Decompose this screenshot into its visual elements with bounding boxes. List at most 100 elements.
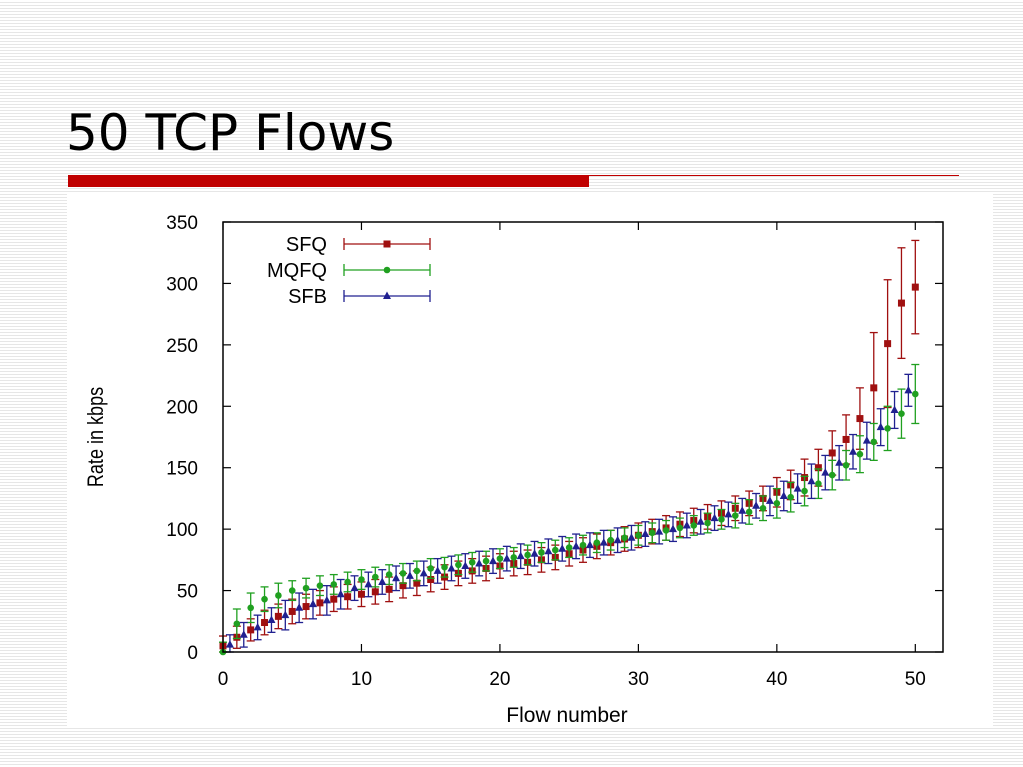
data-point (572, 541, 581, 550)
data-point (309, 599, 317, 608)
data-point (392, 573, 401, 582)
data-point (253, 622, 262, 631)
series-sfb (225, 373, 913, 653)
data-point (358, 576, 365, 583)
data-point (261, 619, 269, 627)
data-point (807, 476, 816, 485)
data-point (357, 590, 365, 598)
data-point (413, 579, 421, 587)
y-tick-label: 250 (166, 336, 198, 357)
data-point (779, 491, 788, 499)
data-point (336, 589, 345, 598)
chart-panel: 0 50 100 150 200 250 300 350 0 10 20 30 40 50 Flow n… (67, 192, 993, 727)
data-point (496, 555, 504, 562)
chart-legend: SFQ MQFQ SFB (267, 234, 431, 308)
data-point (524, 551, 531, 559)
data-point (419, 568, 428, 577)
legend-item-sfb: SFB (288, 286, 431, 308)
data-point (655, 527, 664, 535)
data-point (378, 577, 387, 585)
data-point (502, 554, 511, 562)
y-axis-label: Rate in kbps (84, 387, 108, 487)
data-point (738, 506, 747, 514)
data-point (530, 549, 539, 557)
data-point (696, 517, 705, 525)
legend-item-sfq: SFQ (286, 234, 431, 256)
data-point (752, 501, 761, 509)
data-point (372, 573, 379, 581)
data-point (912, 390, 919, 398)
x-tick-label: 20 (489, 669, 510, 690)
x-axis-label: Flow number (506, 704, 627, 727)
data-point (662, 527, 670, 534)
data-point (765, 496, 774, 504)
data-point (641, 529, 650, 538)
data-point (884, 425, 891, 432)
data-point (316, 582, 324, 589)
legend-marker (383, 291, 391, 299)
rate-chart: 0 50 100 150 200 250 300 350 0 10 20 30 40 50 Flow n… (84, 213, 944, 727)
x-tick-label: 0 (218, 669, 229, 690)
data-point (676, 524, 684, 532)
legend-label: SFQ (286, 234, 327, 256)
data-point (427, 576, 435, 584)
data-point (732, 512, 739, 519)
data-point (876, 422, 885, 431)
y-tick-label: 350 (166, 213, 198, 234)
data-point (870, 384, 878, 392)
data-point (773, 500, 781, 507)
data-point (281, 610, 290, 619)
data-point (621, 534, 628, 542)
data-point (635, 531, 642, 539)
data-point (870, 438, 878, 446)
data-point (274, 612, 282, 620)
x-tick-labels: 0 10 20 30 40 50 (218, 669, 926, 690)
data-point (613, 535, 622, 544)
data-point (890, 405, 899, 413)
y-tick-labels: 0 50 100 150 200 250 300 350 (166, 213, 198, 664)
data-point (856, 450, 864, 458)
data-point (607, 536, 614, 544)
data-point (267, 615, 276, 624)
legend-label: SFB (288, 286, 327, 308)
data-point (385, 571, 393, 578)
data-point (710, 513, 719, 522)
data-point (579, 541, 587, 549)
data-point (433, 566, 442, 574)
data-point (475, 559, 484, 567)
y-tick-label: 300 (166, 274, 198, 295)
data-point (405, 571, 414, 579)
data-point (288, 587, 296, 594)
data-point (371, 588, 379, 596)
title-accent-line (589, 175, 959, 176)
data-point (413, 567, 421, 575)
y-tick-label: 100 (166, 520, 198, 541)
data-point (482, 557, 490, 565)
x-tick-label: 10 (351, 669, 372, 690)
x-tick-label: 50 (905, 669, 926, 690)
x-tick-label: 30 (628, 669, 649, 690)
data-point (385, 585, 393, 593)
data-point (835, 458, 844, 466)
y-tick-label: 0 (187, 643, 198, 664)
data-point (489, 556, 497, 565)
data-point (856, 415, 864, 423)
data-point (648, 529, 656, 537)
data-point (585, 540, 594, 549)
data-point (225, 640, 234, 648)
data-point (399, 570, 407, 577)
data-point (447, 563, 456, 572)
data-point (558, 544, 567, 552)
data-point (842, 435, 850, 443)
data-point (344, 593, 352, 601)
legend-item-mqfq: MQFQ (267, 260, 431, 282)
data-point (468, 559, 476, 566)
data-point (544, 546, 553, 555)
series-mqfq (219, 363, 920, 656)
data-point (455, 561, 462, 569)
data-point (247, 626, 255, 634)
data-point (593, 539, 601, 546)
data-point (350, 583, 359, 592)
data-point (815, 480, 822, 487)
data-point (399, 582, 407, 590)
